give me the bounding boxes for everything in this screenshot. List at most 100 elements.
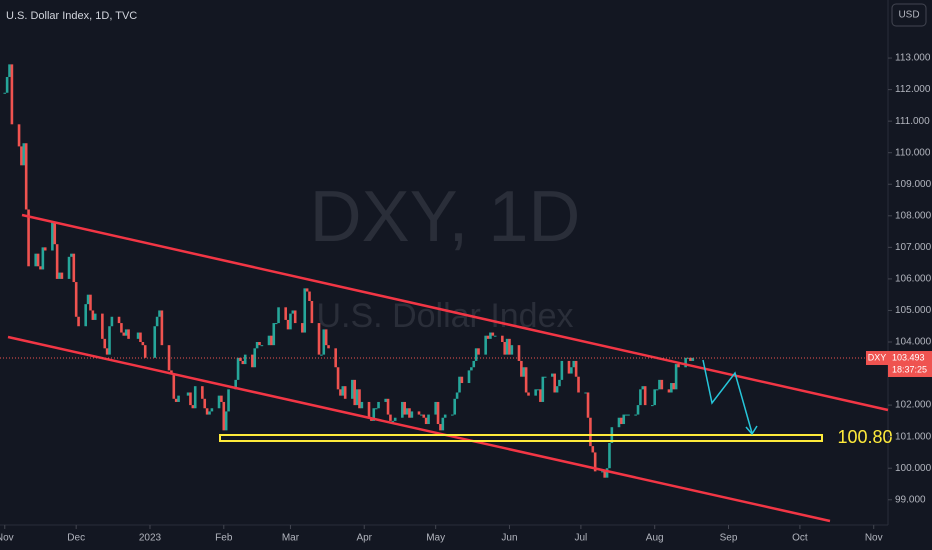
candle	[522, 367, 526, 377]
candle	[351, 379, 354, 399]
candle	[124, 329, 128, 336]
candle	[589, 417, 592, 447]
candle	[34, 253, 38, 267]
candle	[91, 310, 95, 320]
candle	[339, 389, 342, 396]
y-tick-label: 100.000	[895, 463, 932, 474]
x-tick-label: May	[426, 533, 445, 544]
candle	[377, 401, 380, 409]
candle	[467, 370, 471, 384]
currency-box[interactable]	[891, 3, 927, 27]
candle	[422, 414, 426, 418]
candle	[320, 354, 323, 356]
currency: USD	[898, 10, 919, 21]
candle	[143, 345, 147, 358]
candle	[103, 338, 107, 349]
candle	[270, 335, 273, 346]
candle	[105, 348, 109, 355]
candle	[274, 323, 278, 325]
y-tick-label: 113.000	[895, 53, 931, 64]
candle	[110, 316, 114, 327]
candle	[601, 471, 604, 473]
countdown-label: 18:37:25	[892, 364, 927, 374]
candle	[358, 389, 361, 409]
candle	[603, 471, 606, 478]
candle	[403, 401, 407, 415]
candle	[341, 386, 345, 396]
candle	[36, 253, 40, 267]
candle	[310, 300, 314, 324]
candle	[191, 405, 195, 409]
candle	[224, 411, 228, 431]
x-tick-label: Feb	[215, 533, 233, 544]
candle	[374, 408, 378, 410]
candle	[389, 414, 392, 421]
arrow-head	[745, 425, 758, 436]
candle	[586, 392, 590, 418]
candle	[360, 401, 364, 409]
candle	[291, 310, 295, 314]
symbol-label: DXY	[868, 352, 887, 362]
candle	[560, 360, 564, 380]
candle	[172, 373, 176, 399]
candle	[591, 446, 595, 453]
candle	[267, 335, 271, 346]
candle	[455, 392, 459, 399]
candle	[536, 389, 540, 391]
candle	[484, 335, 487, 355]
candle	[24, 143, 28, 210]
candle	[67, 256, 71, 279]
candle	[222, 401, 226, 431]
candle	[239, 357, 242, 361]
candle	[189, 392, 192, 406]
candle	[155, 316, 159, 327]
candle	[627, 414, 630, 416]
candle	[117, 316, 121, 324]
x-tick-label: Nov	[0, 533, 14, 544]
y-tick-label: 110.000	[895, 147, 931, 158]
candle	[255, 342, 259, 349]
candle	[120, 323, 123, 333]
candle	[434, 401, 437, 415]
symbol-tag	[866, 351, 888, 366]
candle	[205, 408, 209, 415]
candle	[505, 338, 509, 355]
candle	[486, 335, 490, 339]
support-zone	[219, 434, 823, 442]
candle	[170, 370, 173, 374]
candle	[534, 389, 537, 396]
candle	[153, 326, 157, 358]
chart-title: U.S. Dollar Index, 1D, TVC	[6, 10, 137, 22]
candle	[220, 395, 223, 402]
candle	[210, 408, 214, 412]
candle	[655, 389, 659, 391]
candles	[3, 64, 695, 478]
candle	[86, 294, 90, 305]
candle	[458, 376, 461, 393]
watermark: DXY, 1D	[310, 177, 581, 257]
y-tick-label: 104.000	[895, 337, 932, 348]
candle	[551, 373, 554, 377]
candle	[305, 288, 309, 292]
y-tick-label: 108.000	[895, 210, 932, 221]
candle	[372, 408, 376, 421]
candle	[477, 348, 480, 355]
candle	[336, 367, 340, 390]
candle	[605, 468, 609, 478]
y-tick-label: 109.000	[895, 179, 932, 190]
candle	[77, 316, 80, 327]
candle	[686, 357, 690, 359]
candle	[401, 401, 404, 418]
candle	[553, 373, 557, 393]
candle	[201, 386, 204, 399]
candle	[289, 313, 292, 330]
x-tick-label: Mar	[282, 533, 300, 544]
candle	[174, 398, 178, 402]
candle	[3, 92, 7, 94]
x-tick-label: Dec	[67, 533, 85, 544]
candle	[22, 143, 26, 166]
x-tick-label: Oct	[792, 533, 808, 544]
candle	[236, 357, 240, 380]
candle	[391, 420, 395, 422]
